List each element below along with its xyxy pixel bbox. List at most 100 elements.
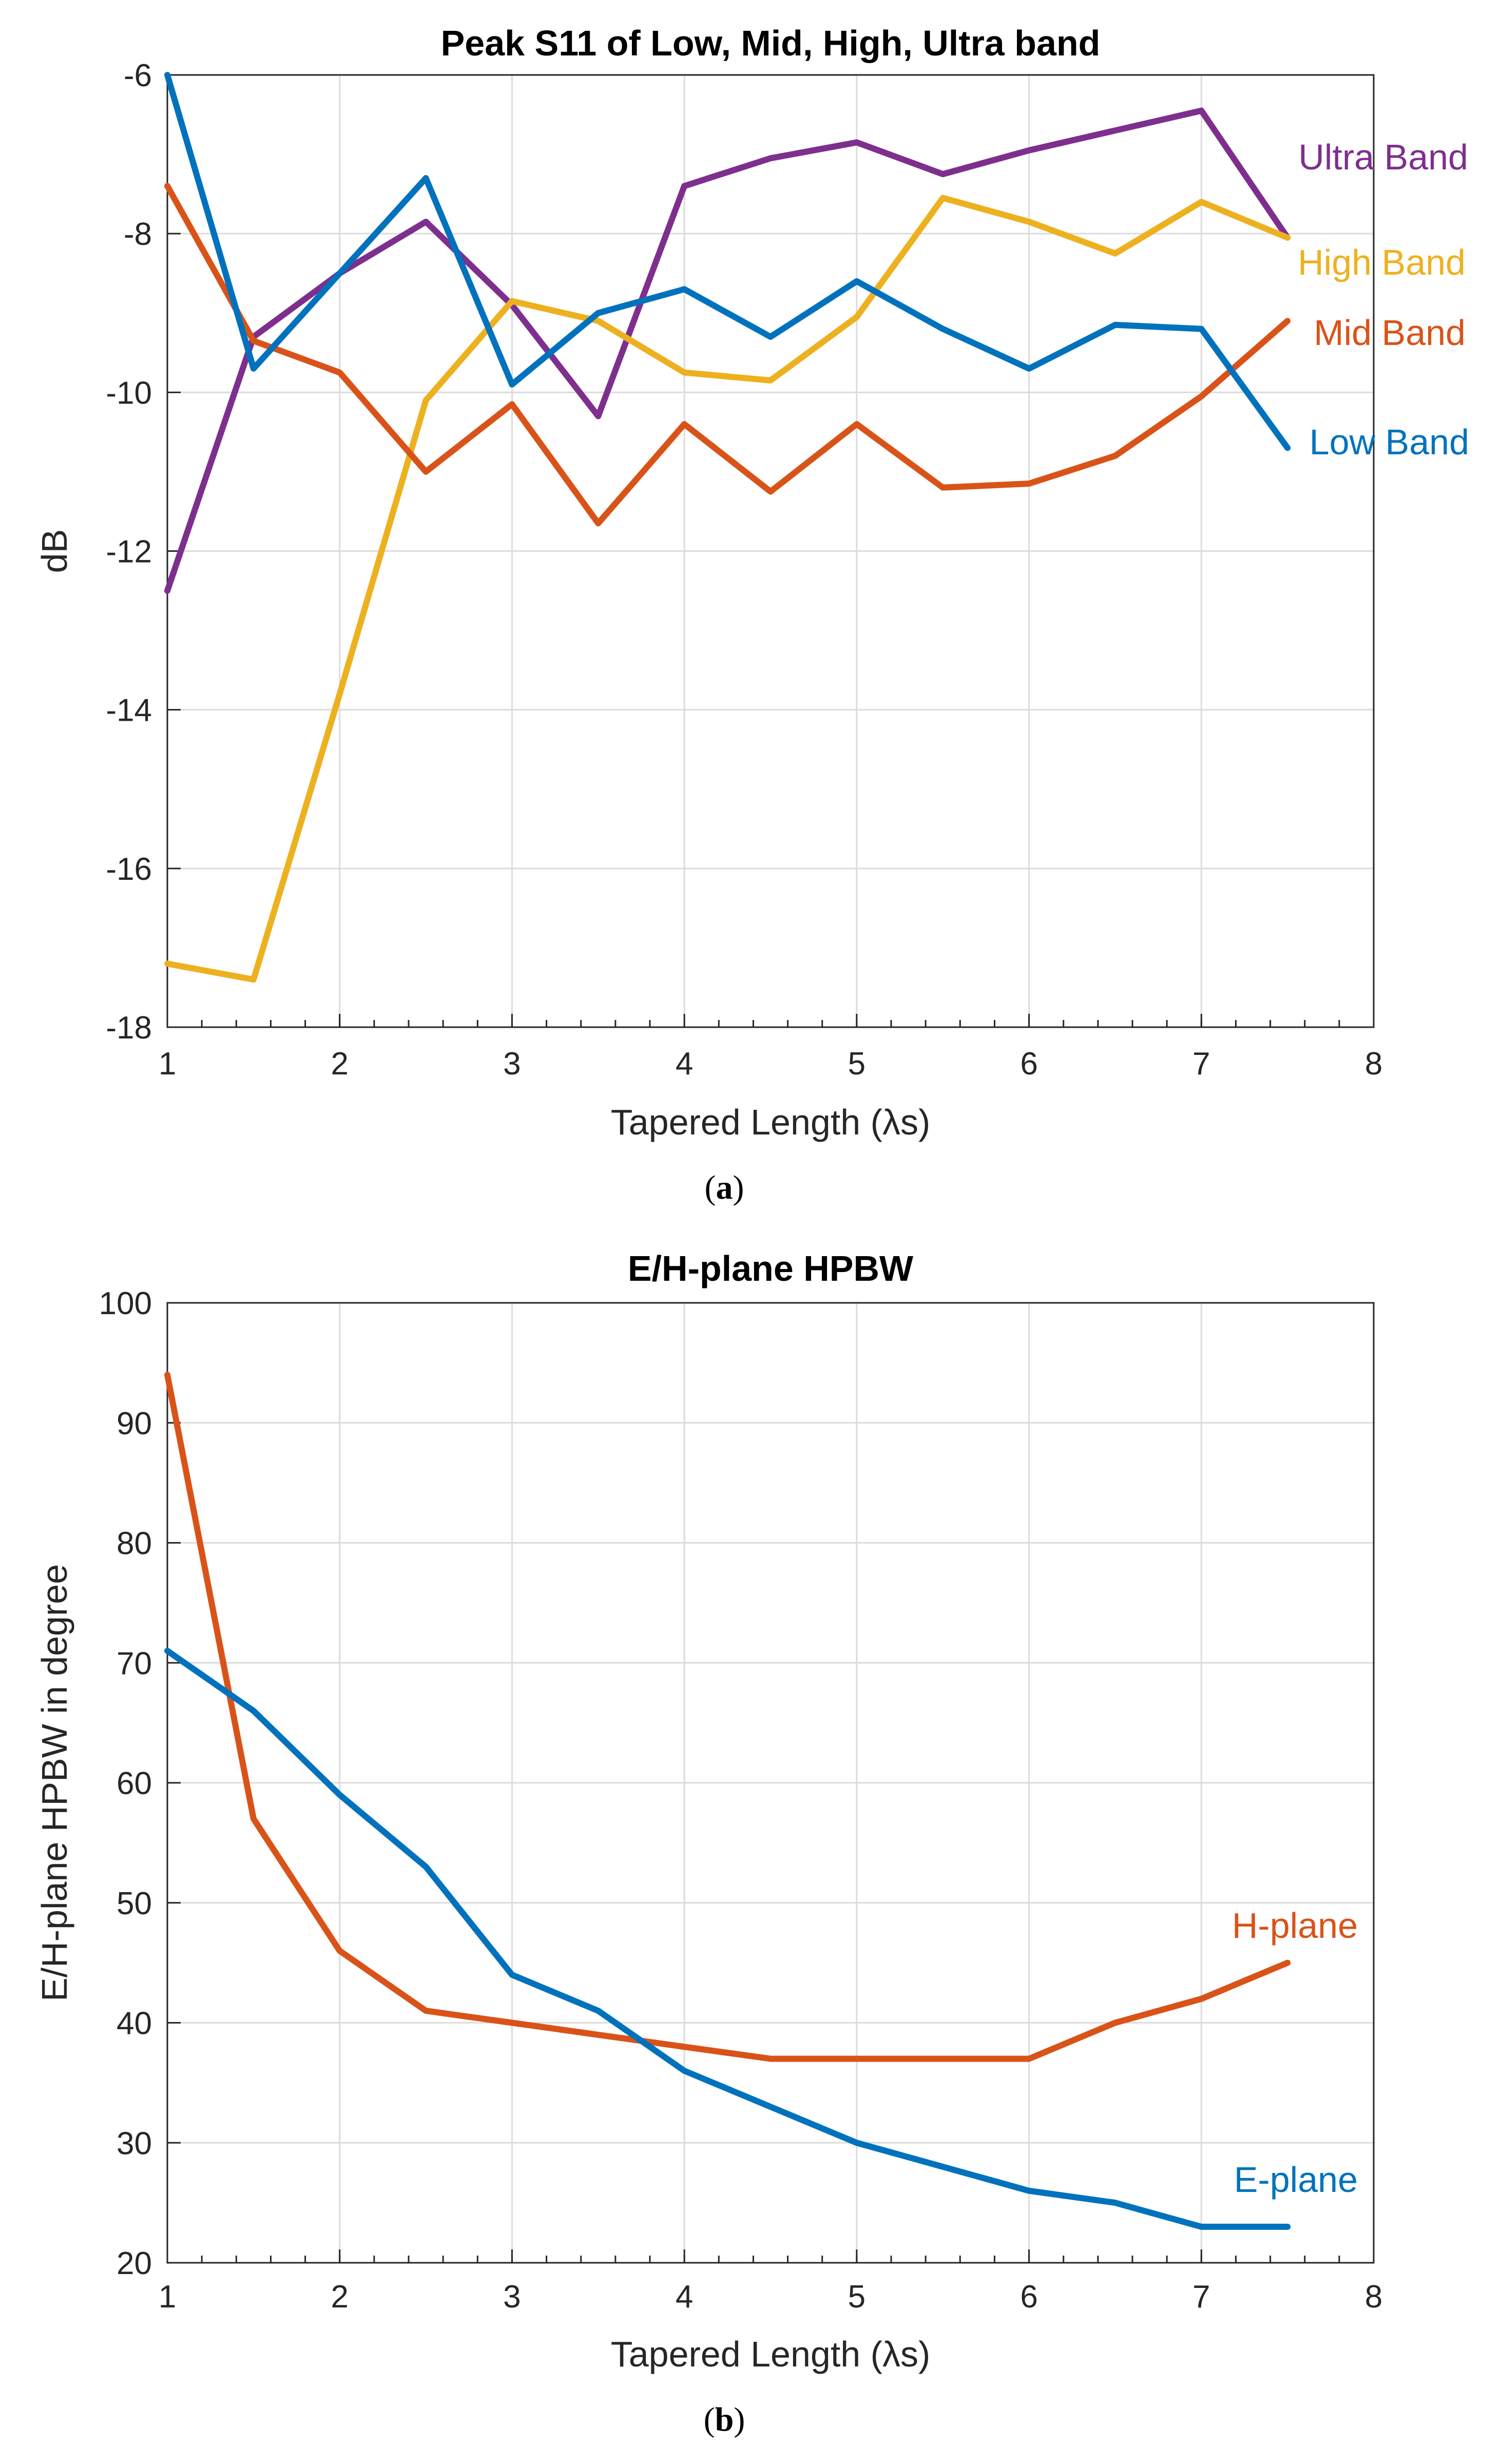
chart-b-caption-letter: b	[715, 2401, 734, 2438]
chart-a-point-high-band	[854, 314, 860, 320]
chart-a-point-ultra-band	[164, 588, 170, 594]
chart-a-x-tick-label: 5	[848, 1046, 865, 1082]
chart-a-point-low-band	[251, 365, 257, 372]
chart-b-hpbw: 1 2 3 4 5 6 7 8 20 30 40 50 60 70 80 90 100 E/H-plane HPB…	[34, 1248, 1382, 2438]
chart-b-point-h-plane	[1026, 2056, 1032, 2062]
chart-b-x-tick-label: 4	[676, 2279, 693, 2315]
chart-a-point-mid-band	[337, 370, 343, 376]
chart-b-point-h-plane	[251, 1816, 257, 1822]
chart-b-point-e-plane	[164, 1648, 170, 1654]
chart-b-x-tick-label: 1	[159, 2279, 176, 2315]
chart-b-y-axis-label: E/H-plane HPBW in degree	[34, 1564, 74, 2001]
chart-a-point-low-band	[509, 381, 515, 388]
chart-a-point-ultra-band	[1198, 108, 1204, 114]
chart-b-point-h-plane	[1112, 2020, 1118, 2026]
chart-a-point-low-band	[1284, 445, 1291, 451]
chart-a-point-ultra-band	[423, 219, 429, 225]
chart-a-point-ultra-band	[1112, 127, 1118, 133]
chart-b-y-tick-label: 100	[99, 1286, 152, 1321]
chart-a-point-mid-band	[854, 421, 860, 427]
chart-b-point-h-plane	[509, 2020, 515, 2026]
chart-a-point-mid-band	[251, 338, 257, 344]
chart-a-y-axis-label: dB	[34, 529, 74, 573]
chart-b-point-h-plane	[423, 2008, 429, 2014]
chart-a-series-low-band	[164, 72, 1291, 451]
chart-b-point-h-plane	[681, 2044, 687, 2050]
chart-b-title: E/H-plane HPBW	[628, 1248, 913, 1288]
chart-a-series-ultra-band	[164, 107, 1291, 594]
chart-b-y-tick-label: 20	[117, 2246, 152, 2281]
chart-a-point-ultra-band	[681, 183, 687, 189]
chart-a-point-mid-band	[595, 520, 601, 526]
chart-b-x-tick-label: 8	[1365, 2279, 1382, 2315]
chart-b-point-e-plane	[595, 2008, 601, 2014]
chart-b-point-e-plane	[681, 2068, 687, 2074]
chart-b-point-e-plane	[1026, 2188, 1032, 2194]
chart-a-label-ultra-band: Ultra Band	[1298, 137, 1468, 177]
chart-a-point-high-band	[1284, 235, 1291, 241]
chart-a-point-high-band	[423, 397, 429, 403]
chart-a-point-low-band	[681, 286, 687, 292]
chart-a-point-mid-band	[423, 469, 429, 475]
chart-b-point-e-plane	[509, 1972, 515, 1978]
chart-b-point-h-plane	[595, 2032, 601, 2038]
chart-a-x-axis-label: Tapered Length (λs)	[611, 1102, 931, 1142]
chart-b-label-e-plane: E-plane	[1234, 2160, 1358, 2200]
chart-b-label-h-plane: H-plane	[1232, 1905, 1358, 1946]
chart-a-x-tick-label: 1	[159, 1046, 176, 1082]
chart-a-x-tick-label: 8	[1365, 1046, 1382, 1082]
chart-a-x-tick-label: 3	[503, 1046, 521, 1082]
chart-a-point-ultra-band	[1026, 147, 1032, 153]
chart-a-point-low-band	[423, 175, 429, 181]
chart-a-title: Peak S11 of Low, Mid, High, Ultra band	[441, 23, 1101, 63]
chart-b-point-e-plane	[940, 2164, 946, 2170]
chart-a-point-ultra-band	[767, 155, 774, 161]
chart-b-y-tick-label: 30	[117, 2126, 152, 2161]
chart-a-caption: (a)	[705, 1169, 744, 1206]
chart-a-point-high-band	[681, 370, 687, 376]
chart-b-point-h-plane	[940, 2056, 946, 2062]
chart-b-caption: (b)	[704, 2401, 745, 2438]
chart-a-label-low-band: Low Band	[1310, 422, 1469, 462]
chart-b-point-h-plane	[767, 2056, 774, 2062]
chart-a-point-mid-band	[1112, 453, 1118, 459]
chart-a-x-tick-label: 6	[1020, 1046, 1037, 1082]
chart-b-x-tick-label: 6	[1020, 2279, 1037, 2315]
chart-a-point-mid-band	[164, 183, 170, 189]
chart-a-point-ultra-band	[854, 139, 860, 145]
chart-b-point-e-plane	[337, 1792, 343, 1798]
chart-b-y-tick-label: 50	[117, 1886, 152, 1921]
chart-a-point-high-band	[251, 976, 257, 983]
chart-a-point-high-band	[767, 377, 774, 383]
chart-b-series-h-plane	[164, 1372, 1291, 2062]
chart-a-point-ultra-band	[595, 413, 601, 419]
chart-a-point-mid-band	[509, 401, 515, 408]
chart-a-point-low-band	[595, 310, 601, 316]
chart-a-point-high-band	[164, 960, 170, 967]
chart-b-x-axis-label: Tapered Length (λs)	[611, 2334, 931, 2374]
chart-a-y-tick-label: -10	[106, 375, 152, 411]
chart-a-point-low-band	[337, 270, 343, 276]
chart-b-point-h-plane	[1198, 1996, 1204, 2002]
chart-a-y-tick-label: -12	[106, 534, 152, 570]
chart-a-y-tick-label: -6	[124, 58, 152, 93]
chart-b-series-e-plane	[164, 1647, 1291, 2230]
chart-a-point-low-band	[1026, 365, 1032, 372]
chart-a-peak-s11: 1 2 3 4 5 6 7 8 -18 -16 -14 -12 -10 -8 -6 Peak S11 of L…	[34, 23, 1469, 1206]
chart-b-point-e-plane	[1198, 2224, 1204, 2230]
chart-b-point-h-plane	[164, 1372, 170, 1378]
chart-b-point-h-plane	[337, 1948, 343, 1954]
chart-a-point-high-band	[940, 195, 946, 201]
chart-b-point-e-plane	[251, 1708, 257, 1714]
chart-b-y-tick-label: 40	[117, 2006, 152, 2042]
chart-a-point-low-band	[164, 72, 170, 78]
chart-a-point-low-band	[854, 278, 860, 284]
chart-a-point-high-band	[337, 691, 343, 697]
chart-a-point-high-band	[509, 298, 515, 304]
chart-a-label-mid-band: Mid Band	[1314, 313, 1466, 353]
chart-a-x-tick-label: 7	[1192, 1046, 1210, 1082]
chart-a-point-ultra-band	[940, 171, 946, 177]
chart-b-x-tick-label: 3	[503, 2279, 521, 2315]
chart-b-point-h-plane	[854, 2056, 860, 2062]
